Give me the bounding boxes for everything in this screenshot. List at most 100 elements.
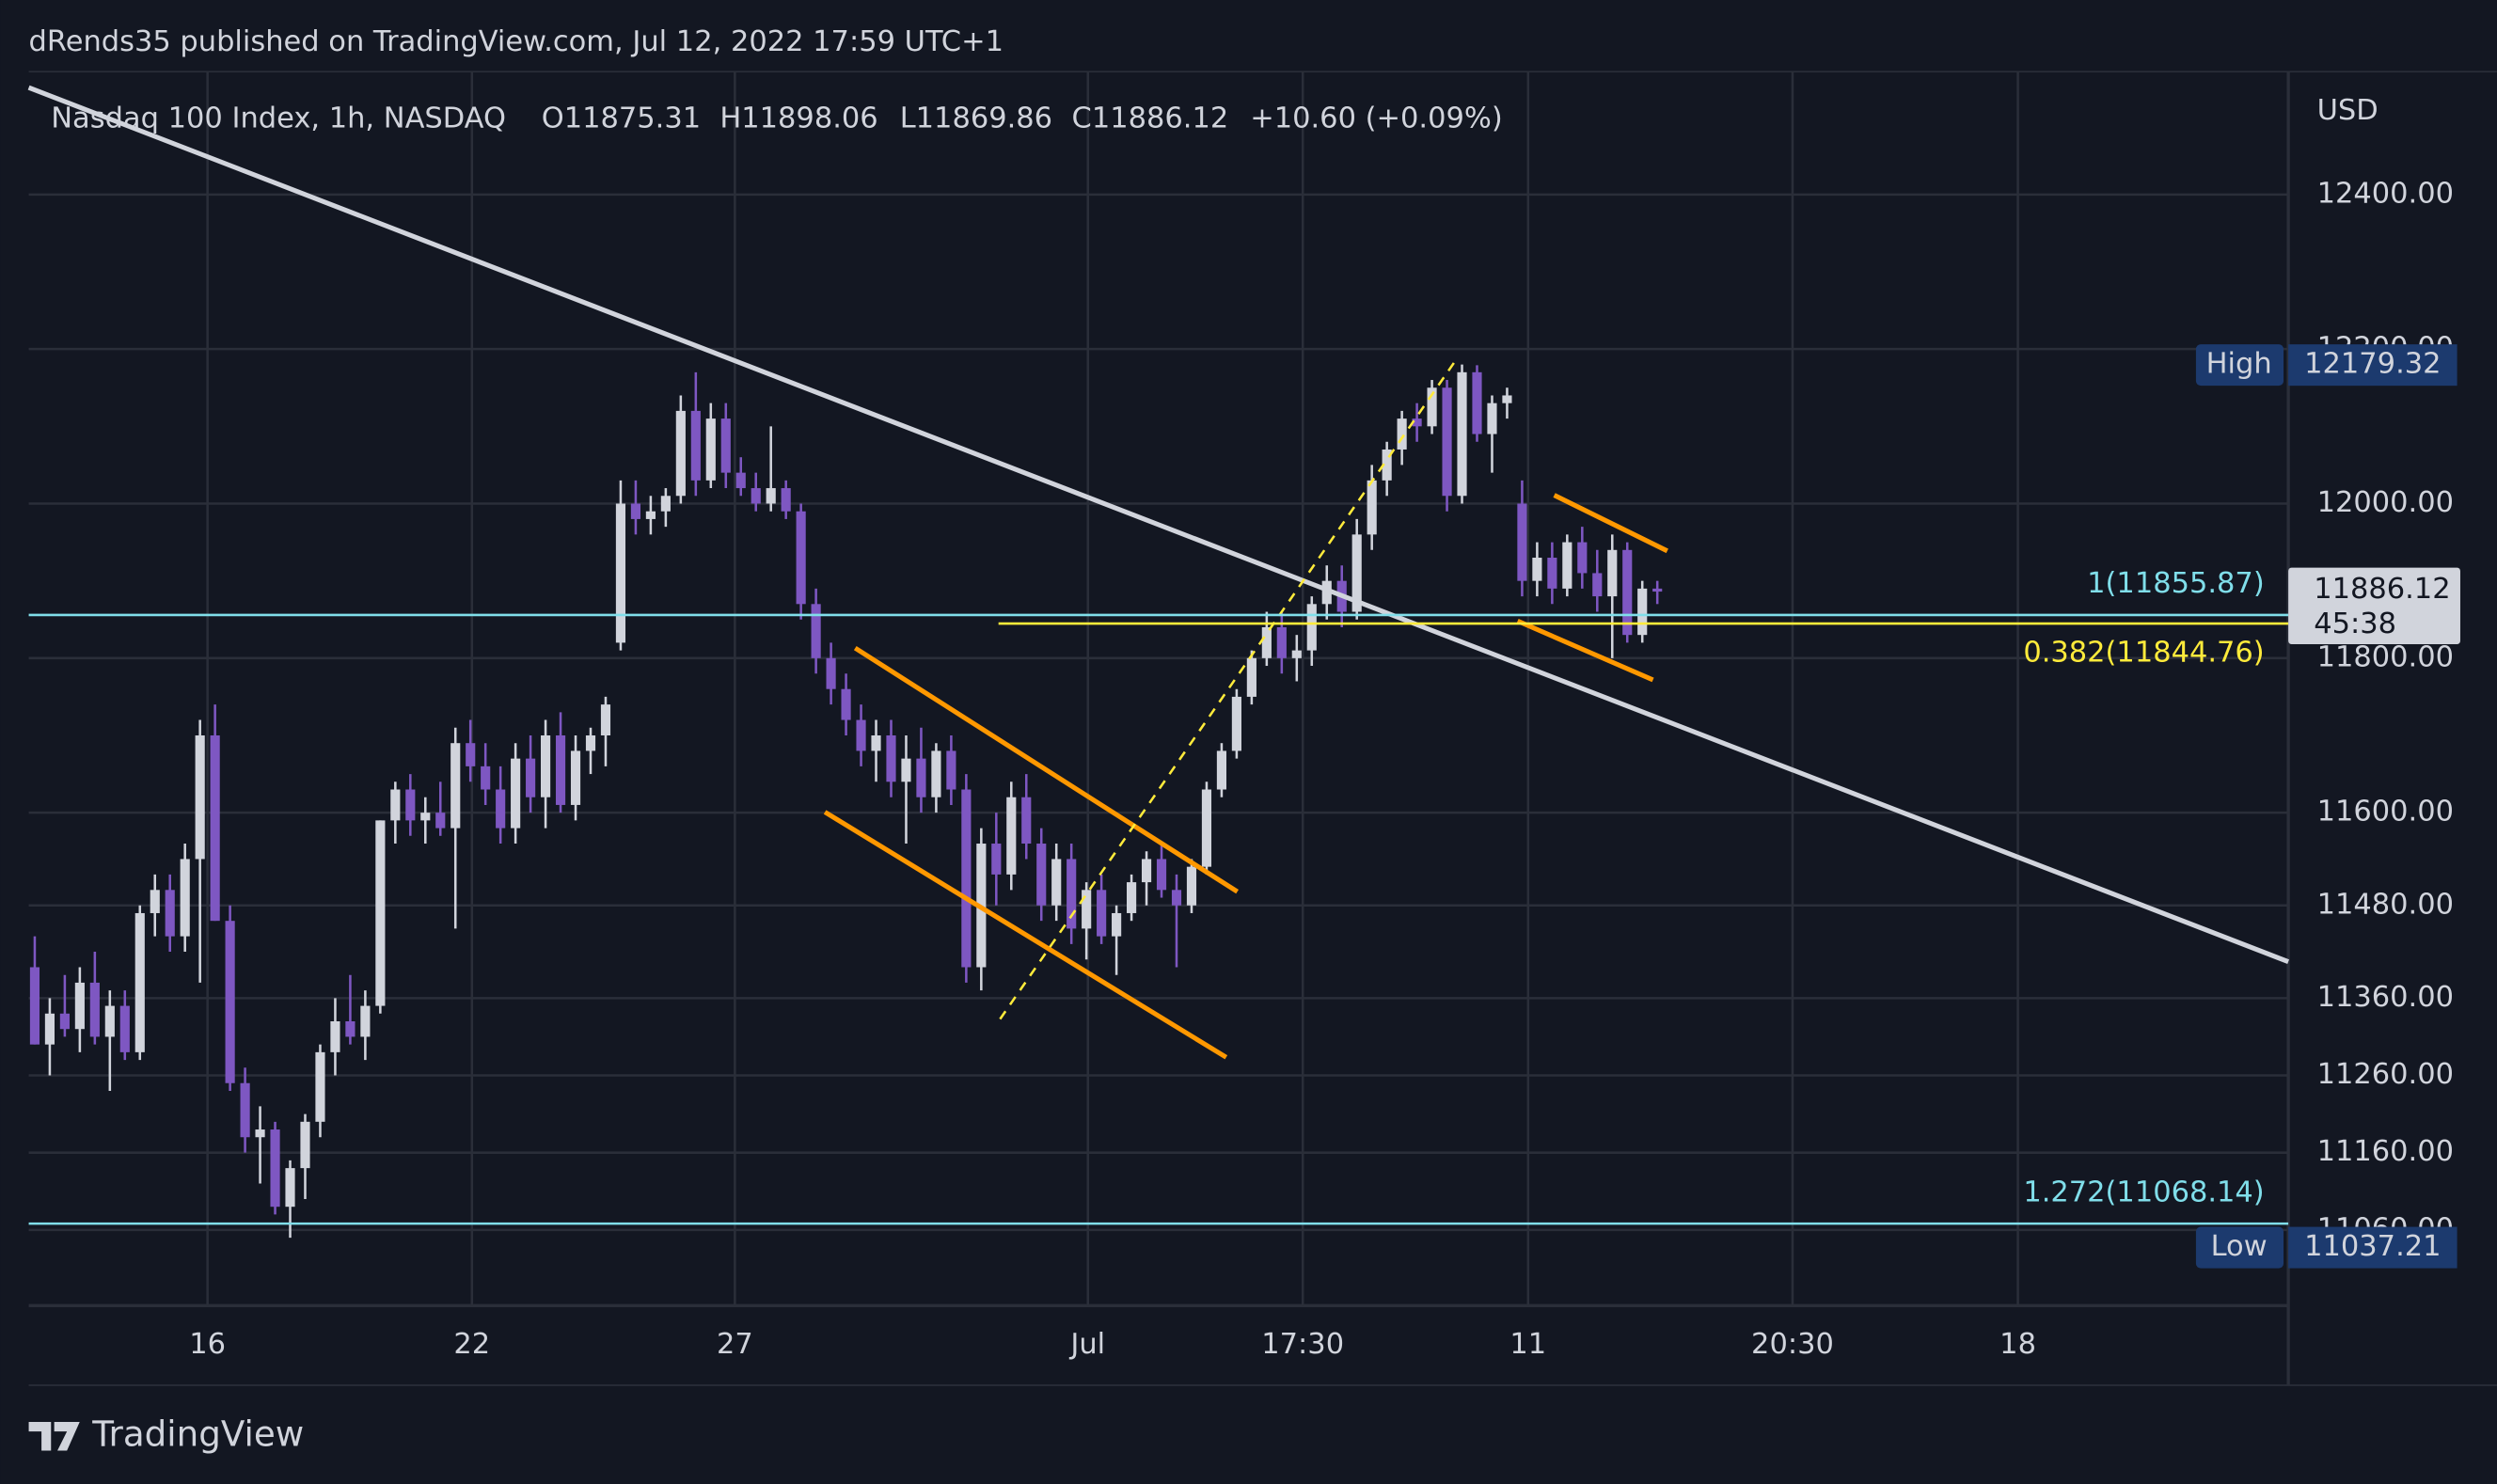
candle-body [1502,395,1512,403]
candle-body [255,1129,265,1138]
candle-body [195,734,205,860]
candle-body [1127,882,1137,913]
low-label: Low [2211,1230,2268,1263]
candle-body [104,1005,115,1037]
x-tick-label: 16 [189,1328,226,1361]
candle-body [315,1051,325,1122]
bar-countdown: 45:38 [2314,608,2396,640]
candle-body [89,982,100,1037]
candle-body [1036,844,1047,906]
candle-body [1082,890,1092,929]
candle-body [119,1005,130,1052]
candle-body [630,503,641,519]
candle-body [405,789,416,821]
candle-body [450,743,461,829]
candle-body [134,912,145,1052]
last-price-bg [2288,567,2460,644]
trend-line [27,85,2290,965]
candle-body [690,410,701,481]
candle-body [360,1005,371,1037]
candle-body [841,688,851,720]
candle-body [375,820,386,1006]
candle-body [751,488,761,504]
candle-body [1006,797,1017,875]
currency: USD [2317,94,2378,127]
y-tick-label: 11160.00 [2317,1135,2454,1168]
candle-body [1276,626,1287,658]
high-label-bg [2195,344,2284,387]
candle-body [1306,604,1317,651]
legend-open: O11875.31 [542,102,701,134]
candle-body [991,844,1002,875]
drawings [27,85,2290,1060]
candle-body [1427,387,1437,427]
candle-body [300,1121,310,1169]
candle-body [1067,859,1077,929]
price-axis: 12400.0012200.0012000.0011800.0011600.00… [189,177,2460,1361]
candle-body [435,813,446,829]
candle-body [735,472,746,489]
candle-body [1112,912,1122,937]
x-tick-label: 27 [717,1328,753,1361]
candle-body [420,813,431,821]
candle-body [1652,588,1663,592]
candle-body [165,890,175,937]
candle-body [886,734,896,782]
candle-body [946,750,956,790]
y-tick-label: 12000.00 [2317,486,2454,519]
candle-body [330,1021,340,1052]
candle-body [1231,696,1241,751]
candle-body [180,859,190,937]
legend-low: L11869.86 [900,102,1052,134]
candle-body [59,1013,70,1030]
candle-body [1156,859,1167,891]
candle-body [541,734,551,797]
candle-body [1261,626,1272,658]
low-label-bg [2195,1226,2284,1269]
candle-body [1141,859,1152,883]
y-tick-label: 11480.00 [2317,888,2454,921]
candle-body [225,921,235,1083]
channel-line [823,810,1228,1060]
channel-line [1553,493,1668,554]
candle-body [705,418,716,481]
candle-body [496,789,506,829]
candle-body [901,758,911,782]
x-tick-label: 20:30 [1751,1328,1834,1361]
candle-body [1021,797,1032,845]
candle-body [285,1168,295,1208]
brand-name: TradingView [91,1413,304,1455]
fib-label: 1.272(11068.14) [2023,1176,2264,1208]
candle-body [1412,418,1422,427]
candle-body [615,503,626,643]
candle-body [570,750,581,805]
candle-body [1171,890,1182,906]
fib-label: 1(11855.87) [2087,567,2265,600]
candle-body [555,734,566,805]
candle-body [1216,750,1227,790]
brand: TradingView [28,1413,304,1455]
candle-body [826,657,836,689]
candle-body [645,511,656,519]
last-price: 11886.12 [2314,573,2450,606]
candle-body [1487,403,1497,434]
candle-body [345,1021,356,1037]
candle-body [1532,558,1542,581]
candle-body [585,734,596,751]
publish-header: dRends35 published on TradingView.com, J… [29,25,1004,58]
channel-line [853,645,1240,894]
candle-body [1351,534,1362,612]
candle-body [871,734,881,751]
legend-close: C11886.12 [1072,102,1229,134]
candle-body [1397,418,1407,450]
candle-body [931,750,941,797]
candle-body [796,511,806,605]
candle-body [1577,542,1588,574]
legend: Nasdaq 100 Index, 1h, NASDAQ O11875.31 H… [51,102,1502,134]
legend-high: H11898.06 [719,102,877,134]
candle-body [961,789,972,968]
candle-body [1607,549,1618,597]
candle-body [44,1013,55,1045]
